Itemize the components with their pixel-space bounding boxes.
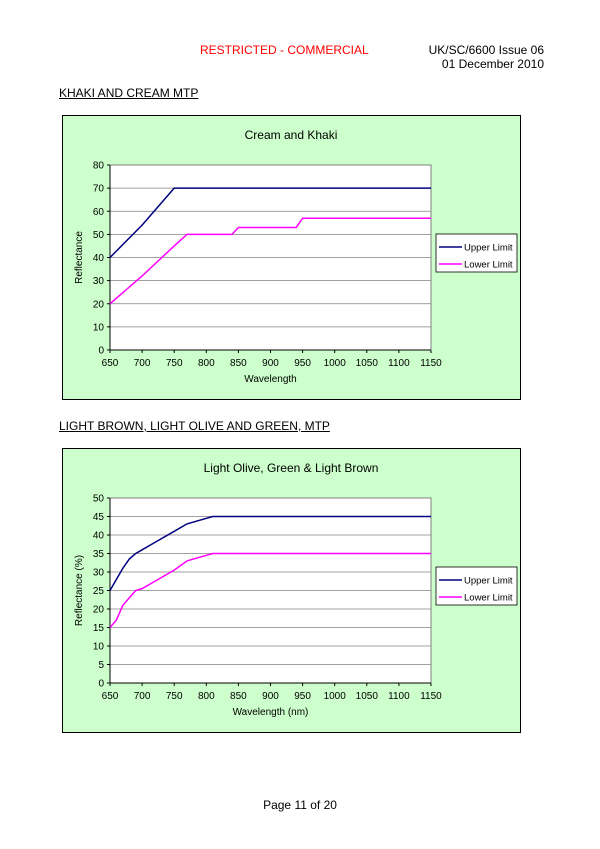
x-tick-label: 650 xyxy=(102,358,119,369)
legend-label: Upper Limit xyxy=(464,243,513,254)
document-reference: UK/SC/6600 Issue 06 01 December 2010 xyxy=(429,43,544,71)
y-tick-label: 70 xyxy=(93,184,105,195)
classification-label: RESTRICTED - COMMERCIAL xyxy=(200,43,369,57)
y-tick-label: 20 xyxy=(93,605,105,616)
chart-title: Cream and Khaki xyxy=(245,128,338,142)
y-tick-label: 35 xyxy=(93,549,105,560)
series-line-upper-limit xyxy=(109,187,431,259)
x-tick-label: 1000 xyxy=(324,358,347,369)
y-tick-label: 50 xyxy=(93,230,105,241)
x-axis-label: Wavelength (nm) xyxy=(233,707,309,718)
chart-frame-light-olive-green-brown: Light Olive, Green & Light Brown 0 5 10 15 20… xyxy=(62,448,521,733)
x-tick-label: 1150 xyxy=(420,358,442,369)
y-tick-label: 50 xyxy=(93,494,105,505)
x-tick-label: 950 xyxy=(294,358,311,369)
y-tick-label: 0 xyxy=(98,679,104,690)
y-tick-label: 20 xyxy=(93,299,105,310)
x-axis-label: Wavelength xyxy=(244,374,296,385)
legend: Upper Limit Lower Limit xyxy=(435,233,518,273)
x-tick-label: 700 xyxy=(134,358,151,369)
page-number: Page 11 of 20 xyxy=(263,798,337,812)
doc-ref-number: UK/SC/6600 Issue 06 xyxy=(428,43,544,57)
series-line-lower-limit xyxy=(109,217,431,305)
y-tick-label: 5 xyxy=(98,660,104,671)
legend-label: Lower Limit xyxy=(464,260,513,271)
y-tick-label: 0 xyxy=(98,346,104,357)
section-heading-light-brown-olive-green: LIGHT BROWN, LIGHT OLIVE AND GREEN, MTP xyxy=(59,419,330,433)
y-tick-label: 40 xyxy=(93,531,105,542)
x-tick-label: 650 xyxy=(102,691,119,702)
x-tick-label: 1100 xyxy=(388,691,410,702)
x-tick-label: 900 xyxy=(262,358,279,369)
y-axis-label: Reflectance (%) xyxy=(74,555,85,626)
y-tick-label: 60 xyxy=(93,207,105,218)
y-tick-label: 25 xyxy=(93,586,105,597)
section-heading-khaki-cream: KHAKI AND CREAM MTP xyxy=(59,86,199,100)
y-axis-label: Reflectance xyxy=(74,231,85,284)
y-tick-label: 15 xyxy=(93,623,105,634)
x-tick-label: 750 xyxy=(166,691,183,702)
series-line-lower-limit xyxy=(109,552,431,628)
y-tick-label: 30 xyxy=(93,568,105,579)
x-tick-label: 750 xyxy=(166,358,183,369)
legend-box xyxy=(435,233,518,273)
x-tick-label: 1050 xyxy=(356,691,379,702)
x-tick-label: 950 xyxy=(294,691,311,702)
legend: Upper Limit Lower Limit xyxy=(435,566,518,606)
x-tick-label: 1150 xyxy=(420,691,442,702)
doc-date: 01 December 2010 xyxy=(441,57,544,71)
y-tick-label: 10 xyxy=(93,322,105,333)
y-tick-label: 10 xyxy=(93,642,105,653)
legend-label: Upper Limit xyxy=(464,576,513,587)
y-tick-label: 45 xyxy=(93,512,105,523)
series-line-upper-limit xyxy=(109,515,431,591)
y-tick-label: 80 xyxy=(93,161,105,172)
y-tick-label: 40 xyxy=(93,253,105,264)
legend-box xyxy=(435,566,518,606)
chart-light-olive-green-brown: Light Olive, Green & Light Brown 0 5 10 15 20… xyxy=(74,461,518,718)
chart-frame-cream-khaki: Cream and Khaki 0 10 20 30 40 50 60 70 80 650 700 75… xyxy=(62,115,521,400)
x-tick-label: 850 xyxy=(230,358,247,369)
chart-title: Light Olive, Green & Light Brown xyxy=(204,461,379,475)
x-tick-label: 800 xyxy=(198,358,215,369)
x-tick-label: 900 xyxy=(262,691,279,702)
x-tick-label: 1050 xyxy=(356,358,379,369)
x-tick-label: 800 xyxy=(198,691,215,702)
y-tick-label: 30 xyxy=(93,276,105,287)
x-tick-label: 700 xyxy=(134,691,151,702)
x-tick-label: 850 xyxy=(230,691,247,702)
chart-cream-khaki: Cream and Khaki 0 10 20 30 40 50 60 70 80 650 700 75… xyxy=(74,128,518,385)
x-tick-label: 1100 xyxy=(388,358,410,369)
x-tick-label: 1000 xyxy=(324,691,347,702)
legend-label: Lower Limit xyxy=(464,593,513,604)
